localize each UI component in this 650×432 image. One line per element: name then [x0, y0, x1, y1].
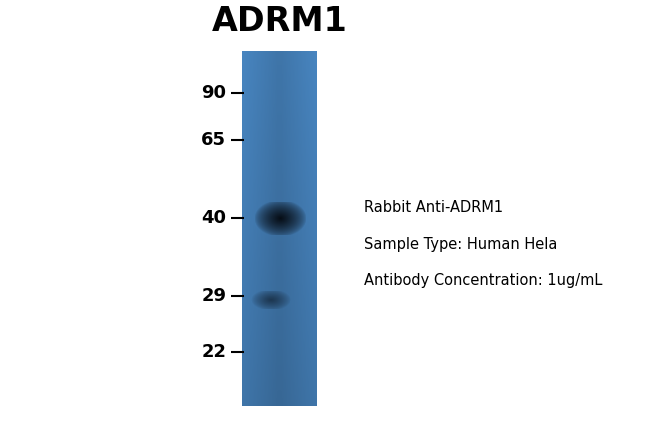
Text: 65: 65: [202, 131, 226, 149]
Text: 40: 40: [202, 209, 226, 227]
Text: ADRM1: ADRM1: [212, 5, 347, 38]
Text: Sample Type: Human Hela: Sample Type: Human Hela: [364, 237, 558, 251]
Text: 29: 29: [202, 287, 226, 305]
Text: Antibody Concentration: 1ug/mL: Antibody Concentration: 1ug/mL: [364, 273, 603, 288]
Text: 90: 90: [202, 84, 226, 102]
Text: Rabbit Anti-ADRM1: Rabbit Anti-ADRM1: [364, 200, 503, 215]
Text: 22: 22: [202, 343, 226, 361]
